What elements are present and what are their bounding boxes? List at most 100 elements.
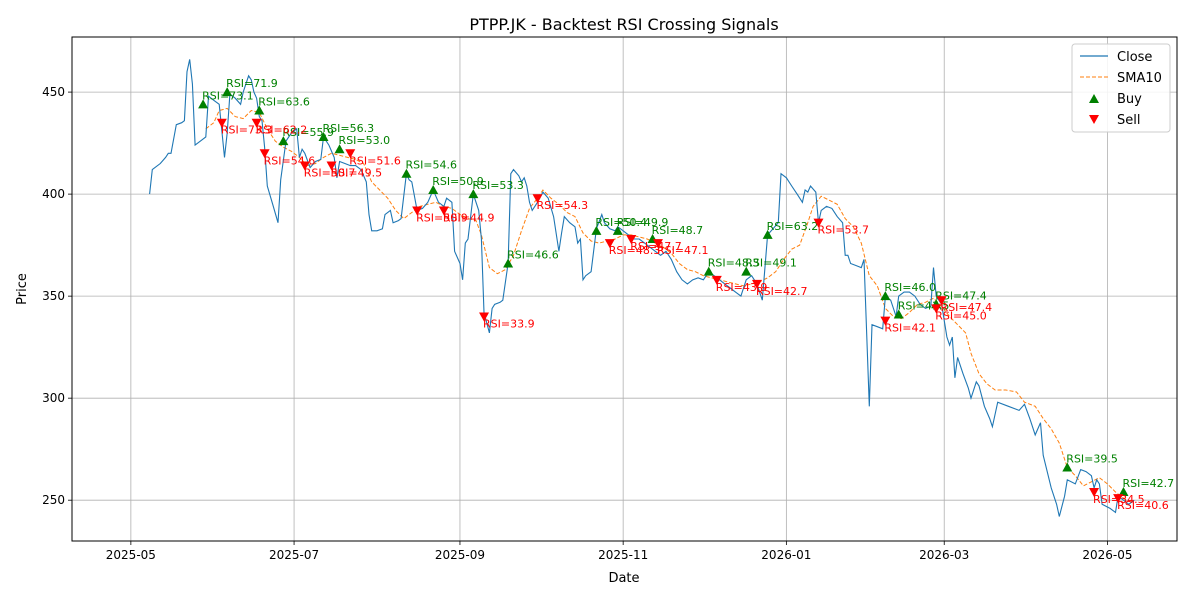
buy-rsi-label: RSI=50.4 — [595, 216, 647, 229]
y-axis: 250 300 350 400 450 — [42, 85, 72, 507]
buy-marker — [401, 168, 412, 178]
buy-marker — [1118, 487, 1129, 497]
sell-marker — [216, 118, 227, 128]
sell-marker — [326, 161, 337, 171]
buy-rsi-label: RSI=53.0 — [339, 134, 391, 147]
sell-rsi-label: RSI=50.9 — [416, 211, 468, 224]
buy-rsi-label: RSI=47.4 — [935, 289, 987, 302]
x-tick-label: 2026-05 — [1082, 548, 1132, 562]
sell-marker — [532, 194, 543, 204]
grid-lines — [72, 37, 1177, 541]
buy-marker — [880, 291, 891, 301]
buy-marker — [254, 105, 265, 115]
sell-marker — [299, 161, 310, 171]
x-axis: 2025-05 2025-07 2025-09 2025-11 2026-01 2026-… — [106, 541, 1133, 562]
buy-rsi-label: RSI=55.9 — [282, 126, 334, 139]
buy-rsi-label: RSI=63.6 — [258, 95, 310, 108]
plot-frame — [71, 36, 1178, 542]
sell-marker — [1089, 488, 1100, 498]
buy-rsi-label: RSI=46.6 — [507, 248, 559, 261]
sell-marker — [345, 149, 356, 159]
sell-marker — [931, 304, 942, 314]
buy-marker — [503, 258, 514, 268]
sell-marker — [813, 218, 824, 228]
sell-marker — [1113, 494, 1124, 504]
sell-marker — [259, 149, 270, 159]
sell-rsi-label: RSI=44.9 — [443, 211, 495, 224]
buy-marker — [198, 99, 209, 109]
sell-marker — [479, 312, 490, 322]
sell-marker — [880, 316, 891, 326]
legend-box — [1071, 43, 1171, 133]
buy-rsi-label: RSI=48.3 — [708, 257, 760, 270]
sell-marker — [438, 206, 449, 216]
sell-rsi-label: RSI=49.5 — [331, 167, 383, 180]
sell-marker — [711, 275, 722, 285]
y-axis-label: Price — [15, 273, 30, 305]
sell-rsi-label: RSI=47.1 — [657, 244, 709, 257]
buy-marker — [893, 309, 904, 319]
x-tick-label: 2026-03 — [919, 548, 969, 562]
sell-marker — [751, 279, 762, 289]
buy-rsi-label: RSI=53.3 — [472, 179, 524, 192]
y-tick-label: 300 — [42, 391, 65, 405]
plot-area: RSI=73.1RSI=71.9RSI=63.6RSI=55.9RSI=56.3… — [149, 59, 1174, 517]
buy-rsi-label: RSI=71.9 — [226, 77, 278, 90]
sell-marker — [652, 239, 663, 249]
sell-rsi-label: RSI=40.6 — [1117, 499, 1169, 512]
legend-close-label: Close — [1117, 50, 1152, 65]
sell-rsi-label: RSI=51.6 — [349, 154, 401, 167]
x-tick-label: 2026-01 — [761, 548, 811, 562]
buy-rsi-label: RSI=42.7 — [1122, 477, 1174, 490]
sell-rsi-label: RSI=48.3 — [609, 244, 661, 257]
sell-rsi-label: RSI=53.7 — [817, 224, 869, 237]
legend-sell-marker — [1089, 115, 1099, 124]
y-tick-label: 350 — [42, 289, 65, 303]
y-tick-label: 250 — [42, 493, 65, 507]
sell-rsi-label: RSI=62.2 — [256, 124, 308, 137]
x-tick-label: 2025-05 — [106, 548, 156, 562]
sell-marker — [936, 296, 947, 306]
buy-marker — [318, 131, 329, 141]
legend-buy-marker — [1089, 94, 1099, 103]
buy-rsi-label: RSI=49.9 — [617, 216, 669, 229]
buy-rsi-label: RSI=63.2 — [767, 220, 819, 233]
buy-rsi-label: RSI=39.5 — [1066, 453, 1118, 466]
sell-rsi-label: RSI=42.1 — [884, 322, 936, 335]
y-tick-label: 450 — [42, 85, 65, 99]
sell-rsi-label: RSI=54.3 — [537, 199, 589, 212]
sell-rsi-label: RSI=50.7 — [304, 167, 356, 180]
sell-rsi-label: RSI=47.4 — [941, 301, 993, 314]
buy-rsi-label: RSI=50.9 — [432, 175, 484, 188]
buy-marker — [703, 266, 714, 276]
buy-marker — [428, 185, 439, 195]
y-tick-label: 400 — [42, 187, 65, 201]
sell-marker — [626, 235, 637, 245]
buy-marker — [591, 225, 602, 235]
sell-rsi-label: RSI=45.0 — [935, 309, 987, 322]
x-tick-label: 2025-11 — [598, 548, 648, 562]
buy-rsi-label: RSI=56.3 — [323, 122, 375, 135]
sell-rsi-label: RSI=73.3 — [221, 124, 273, 137]
chart-title: PTPP.JK - Backtest RSI Crossing Signals — [469, 15, 778, 34]
sell-marker — [251, 118, 262, 128]
sma10-line — [205, 107, 1132, 503]
x-axis-label: Date — [608, 571, 639, 586]
buy-marker — [334, 144, 345, 154]
legend-sma-label: SMA10 — [1117, 71, 1162, 86]
buy-rsi-label: RSI=54.6 — [405, 159, 457, 172]
sell-rsi-label: RSI=42.7 — [756, 285, 808, 298]
close-line — [149, 59, 1135, 517]
buy-marker — [762, 229, 773, 239]
buy-marker — [741, 266, 752, 276]
buy-marker — [222, 87, 233, 97]
buy-marker — [278, 136, 289, 146]
x-tick-label: 2025-07 — [269, 548, 319, 562]
sell-marker — [412, 206, 423, 216]
legend: Close SMA10 Buy Sell — [1071, 43, 1171, 133]
buy-marker — [1062, 462, 1073, 472]
buy-marker — [612, 225, 623, 235]
legend-buy-label: Buy — [1117, 92, 1142, 107]
